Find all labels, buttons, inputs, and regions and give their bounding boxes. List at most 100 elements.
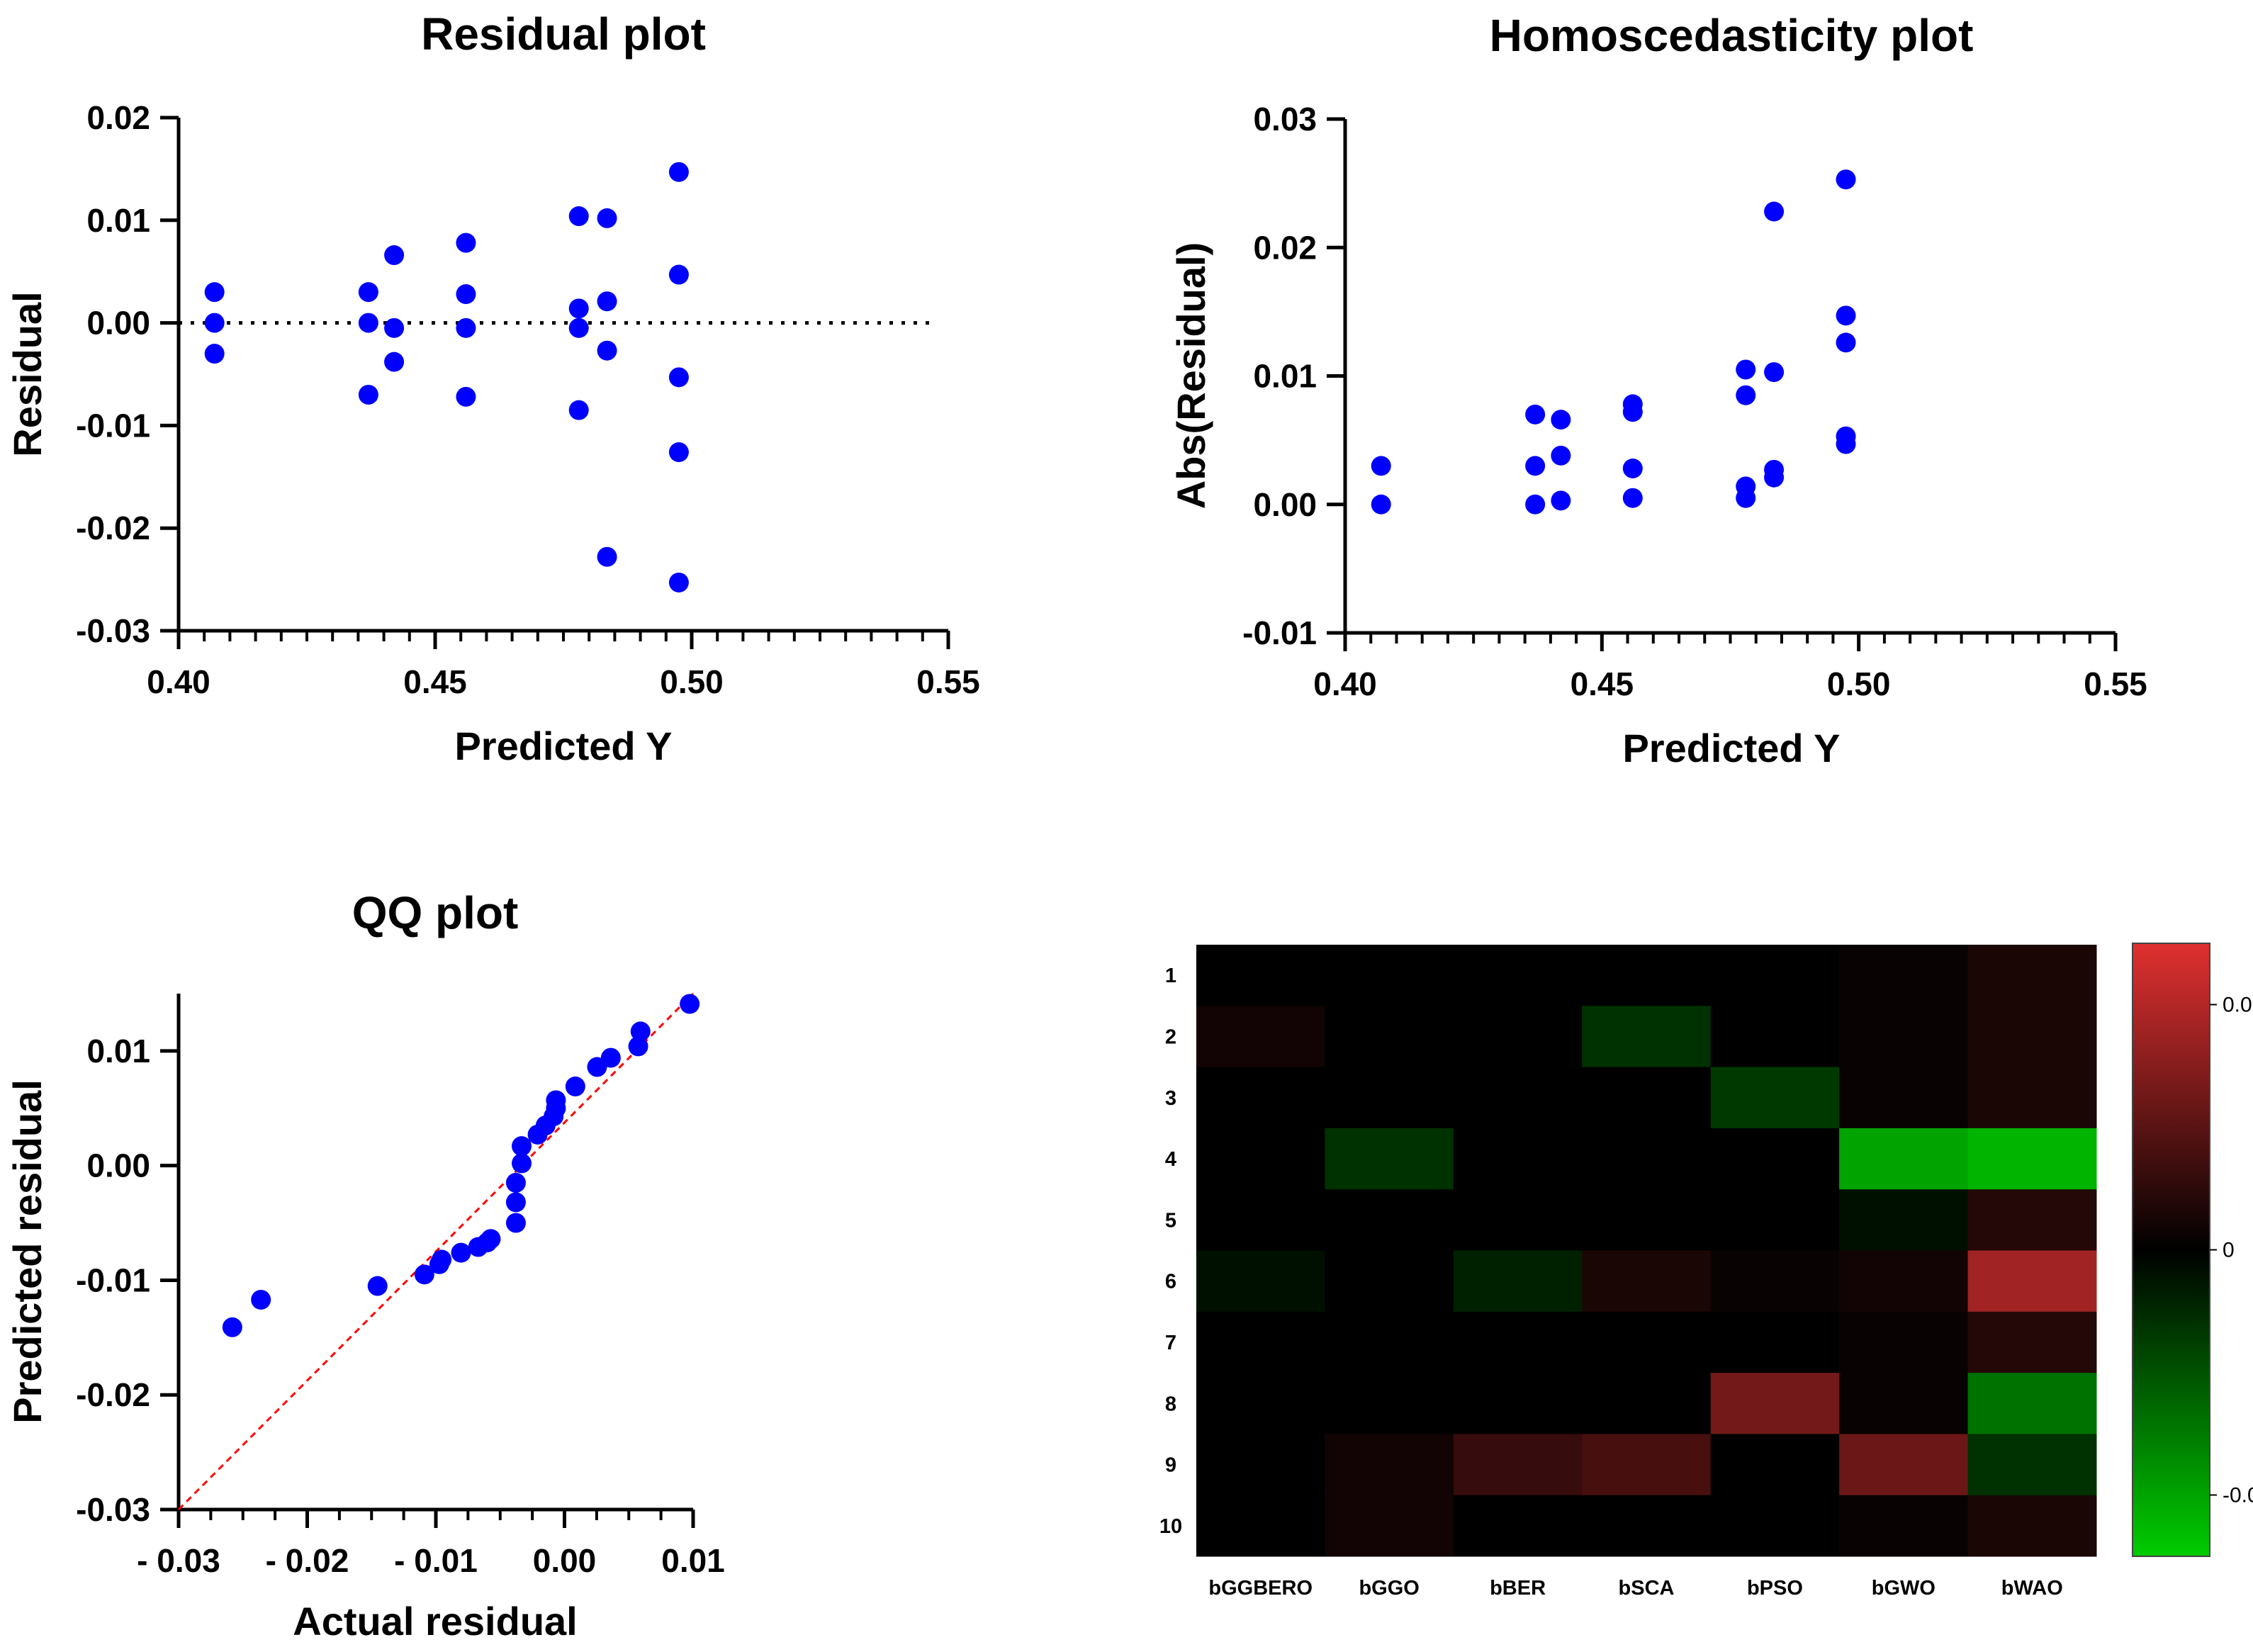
data-point (512, 1136, 532, 1157)
x-tick-label: 0.45 (1571, 665, 1634, 702)
y-axis-label: Predicted residual (5, 1079, 50, 1424)
x-axis-label: Actual residual (293, 1599, 577, 1643)
heatmap-cell (1967, 1311, 2097, 1373)
x-tick-label: 0.01 (661, 1542, 725, 1579)
heatmap-cell (1839, 1250, 1969, 1313)
data-point (505, 1192, 526, 1213)
y-tick-label: 0.00 (1253, 486, 1317, 523)
data-point (358, 384, 378, 405)
data-point (668, 367, 689, 388)
data-point (568, 298, 589, 319)
y-tick-label: 0.01 (1253, 358, 1317, 395)
row-label: 10 (1159, 1515, 1182, 1538)
data-point (1836, 434, 1856, 454)
x-tick-label: 0.40 (147, 663, 210, 700)
data-point (414, 1264, 434, 1285)
heatmap-cell (1325, 1250, 1454, 1313)
x-axis-label: Predicted Y (1622, 726, 1840, 770)
heatmap-cell (1453, 1311, 1583, 1373)
x-axis-label: Predicted Y (454, 724, 672, 768)
heatmap-cell (1967, 1495, 2097, 1557)
heatmap-cell (1967, 1006, 2097, 1068)
data-point (505, 1172, 526, 1193)
data-point (1525, 404, 1546, 425)
heatmap-cell (1196, 1250, 1325, 1313)
heatmap-cell (1839, 1128, 1969, 1190)
data-point (628, 1036, 648, 1057)
x-tick-label: 0.55 (916, 663, 980, 700)
heatmap-cell (1453, 1495, 1583, 1557)
column-label: bGGBERO (1208, 1577, 1313, 1600)
heatmap-cell (1710, 1373, 1840, 1434)
x-tick-label: 0.50 (1827, 665, 1891, 702)
row-label: 7 (1165, 1332, 1176, 1354)
data-point (481, 1229, 501, 1249)
colorbar (2132, 943, 2210, 1557)
data-point (222, 1317, 242, 1337)
heatmap-cell (1710, 945, 1840, 1006)
heatmap-cell (1325, 1373, 1454, 1434)
heatmap-cell (1582, 1189, 1712, 1251)
data-point (546, 1090, 566, 1111)
data-point (512, 1153, 532, 1174)
heatmap-cell (1967, 945, 2097, 1006)
data-point (1764, 201, 1785, 222)
data-point (597, 291, 617, 312)
data-point (1764, 467, 1785, 488)
row-label: 4 (1165, 1148, 1176, 1171)
heatmap-cell (1453, 1189, 1583, 1251)
heatmap-cell (1196, 945, 1325, 1006)
data-point (384, 352, 405, 372)
data-point (1622, 488, 1643, 508)
y-tick-label: 0.01 (86, 202, 150, 239)
y-axis-label: Residual (5, 291, 50, 456)
data-point (630, 1021, 651, 1042)
data-point (1764, 362, 1785, 383)
residual-plot: Residual plot 0.40 0.45 0.50 0.55 0.02 0.01 0.0… (5, 9, 980, 768)
data-point (1622, 402, 1643, 422)
heatmap-cell (1839, 1373, 1969, 1434)
heatmap-cell (1710, 1128, 1840, 1190)
x-tick-label: - 0.01 (394, 1542, 478, 1579)
heatmap-cell (1325, 1189, 1454, 1251)
chart-title: Residual plot (421, 9, 706, 60)
row-label: 5 (1165, 1209, 1176, 1232)
column-label: bPSO (1747, 1577, 1803, 1600)
heatmap-cell (1839, 1434, 1969, 1496)
heatmap-cell (1967, 1250, 2097, 1313)
column-label: bWAO (2001, 1577, 2063, 1600)
data-point (505, 1213, 526, 1233)
x-tick-label: 0.40 (1313, 665, 1377, 702)
heatmap-cell (1839, 1067, 1969, 1129)
data-point (668, 162, 689, 182)
y-tick-label: -0.01 (76, 1262, 150, 1298)
data-point (565, 1077, 585, 1097)
heatmap-cell (1196, 1434, 1325, 1496)
data-point (384, 245, 405, 266)
data-point (432, 1249, 452, 1270)
heatmap-cell (1582, 1250, 1712, 1313)
data-point (668, 572, 689, 592)
row-label: 9 (1165, 1454, 1176, 1477)
y-tick-label: -0.03 (76, 612, 150, 649)
heatmap-cell (1839, 1189, 1969, 1251)
heatmap-cell (1325, 1495, 1454, 1557)
data-point (600, 1047, 621, 1068)
heatmap-cell (1453, 1128, 1583, 1190)
data-point (1736, 385, 1756, 405)
data-point (568, 206, 589, 227)
heatmap-cell (1710, 1250, 1840, 1313)
colorbar-tick-label: -0.02 (2223, 1484, 2253, 1507)
column-label: bGWO (1872, 1577, 1935, 1600)
data-point (1551, 445, 1571, 466)
heatmap-cell (1582, 1373, 1712, 1434)
heatmap-cell (1453, 1250, 1583, 1313)
data-point (668, 264, 689, 285)
homoscedasticity-plot: Homoscedasticity plot 0.40 0.45 0.50 0.55 0.0… (1169, 10, 2147, 770)
x-tick-label: 0.50 (660, 663, 724, 700)
row-label: 6 (1165, 1271, 1176, 1293)
heatmap-cell (1196, 1311, 1325, 1373)
column-label: bSCA (1619, 1577, 1675, 1600)
heatmap-cell (1710, 1189, 1840, 1251)
